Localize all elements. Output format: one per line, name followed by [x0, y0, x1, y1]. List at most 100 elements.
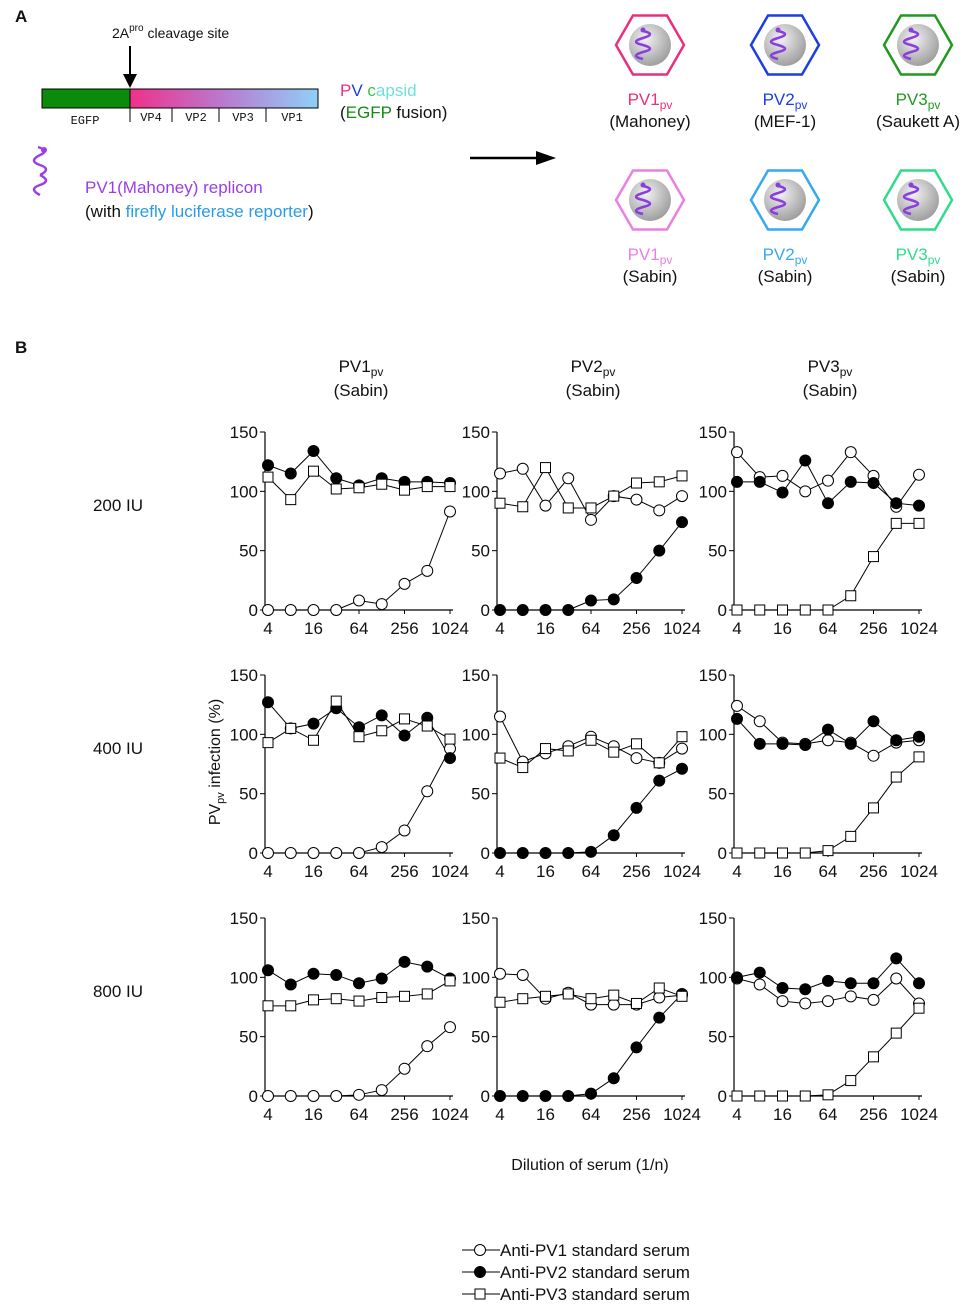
data-point [890, 1027, 902, 1039]
data-point [731, 1090, 743, 1102]
data-point [494, 710, 506, 723]
virion [897, 24, 939, 66]
series-line [737, 522, 919, 611]
x-tick-label: 64 [350, 862, 369, 881]
data-point [822, 734, 834, 747]
data-point [285, 1000, 297, 1012]
data-point [285, 722, 297, 734]
legend-label: Anti-PV1 standard serum [500, 1241, 690, 1260]
data-point [607, 1072, 620, 1085]
text-run: apsid [376, 81, 417, 100]
data-point [731, 971, 743, 984]
y-tick-label: 100 [230, 482, 258, 501]
series-line [737, 1007, 920, 1097]
text-run: fusion) [392, 103, 448, 122]
text: 2A [112, 25, 130, 41]
data-point [516, 604, 529, 616]
data-point [307, 1090, 320, 1102]
rna [902, 29, 920, 61]
data-point [867, 977, 880, 990]
data-point [630, 1041, 643, 1054]
data-point [562, 745, 574, 757]
x-tick-label: 1024 [431, 619, 469, 638]
x-tick-label: 4 [495, 1105, 504, 1124]
data-point [376, 478, 388, 490]
data-point [731, 446, 743, 459]
data-point [444, 1021, 456, 1034]
fusion-label: (EGFP fusion) [340, 103, 447, 122]
data-point [444, 505, 456, 518]
virus-strain: (Mahoney) [609, 112, 690, 131]
segment-label: VP2 [185, 111, 207, 125]
y-tick-label: 0 [249, 844, 258, 863]
x-tick-label: 16 [536, 619, 555, 638]
data-point [844, 475, 857, 488]
data-point [653, 774, 666, 787]
data-point [330, 483, 342, 495]
data-point [444, 481, 456, 493]
x-tick-label: 1024 [663, 619, 701, 638]
data-point [398, 729, 411, 742]
data-point [754, 1090, 766, 1102]
data-point [585, 734, 597, 746]
data-point [353, 977, 365, 990]
data-point [585, 1087, 597, 1100]
x-tick-label: 16 [304, 619, 323, 638]
data-point [494, 497, 506, 509]
data-point [539, 847, 552, 859]
data-point [913, 468, 925, 481]
text-run: c [363, 81, 377, 100]
data-point [399, 990, 410, 1002]
data-point [284, 978, 297, 991]
data-point [421, 960, 434, 973]
data-point [421, 720, 433, 732]
data-point [844, 990, 857, 1003]
data-point [845, 1075, 857, 1087]
data-point [516, 847, 529, 859]
x-tick-label: 1024 [663, 862, 701, 881]
segment-label: VP4 [140, 111, 162, 125]
data-point [822, 845, 834, 857]
virus-name: PV3pv [896, 90, 941, 112]
y-tick-label: 100 [462, 968, 490, 987]
y-tick-label: 50 [471, 1028, 490, 1047]
virus-name: PV2pv [763, 90, 808, 112]
data-point [676, 731, 688, 743]
data-point [867, 749, 880, 762]
data-point [444, 975, 456, 987]
data-point [753, 475, 766, 488]
x-tick-label: 64 [819, 619, 838, 638]
y-tick-label: 0 [718, 844, 727, 863]
y-tick-label: 100 [699, 725, 727, 744]
virus-name: PV3pv [896, 245, 941, 267]
rna [634, 184, 652, 216]
data-point [799, 485, 812, 498]
data-point [653, 991, 666, 1004]
text-run: P [340, 81, 351, 100]
data-point [585, 502, 597, 514]
text: PV2 [763, 245, 795, 264]
data-point [353, 482, 365, 494]
data-point [353, 721, 365, 734]
data-point [585, 845, 597, 858]
data-point [398, 577, 411, 590]
replicon-icon [41, 147, 47, 153]
data-point [822, 497, 834, 510]
y-tick-label: 0 [481, 844, 490, 863]
data-point [753, 978, 766, 991]
y-tick-label: 50 [239, 1028, 258, 1047]
text: pv [928, 98, 941, 112]
data-point [776, 469, 789, 482]
data-point [562, 847, 575, 859]
data-point [353, 731, 365, 743]
x-tick-label: 1024 [900, 619, 938, 638]
y-tick-label: 50 [239, 785, 258, 804]
y-tick-label: 100 [699, 482, 727, 501]
virus-name: PV2pv [763, 245, 808, 267]
x-tick-label: 16 [304, 1105, 323, 1124]
y-tick-label: 100 [699, 968, 727, 987]
text-run: EGFP [346, 103, 392, 122]
data-point [308, 465, 319, 477]
x-tick-label: 256 [859, 862, 887, 881]
data-point [562, 502, 574, 514]
